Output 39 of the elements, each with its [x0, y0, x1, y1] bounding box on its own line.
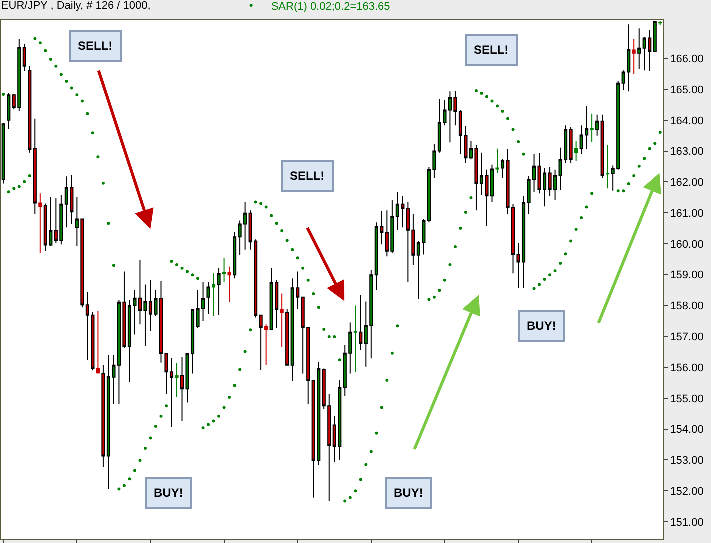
- annotation: SELL!: [474, 43, 509, 57]
- y-tick-label: 158.00: [670, 300, 704, 313]
- y-tick-label: 161.00: [670, 208, 704, 220]
- candlestick: [354, 305, 358, 373]
- y-tick-label: 155.00: [670, 393, 704, 406]
- y-tick-label: 162.00: [670, 177, 704, 190]
- candlestick: [175, 363, 179, 398]
- candlestick: [574, 140, 578, 162]
- y-tick-label: 151.00: [670, 516, 704, 529]
- candlestick: [28, 66, 32, 154]
- annotation: SELL!: [78, 39, 113, 53]
- candlestick: [600, 114, 604, 179]
- annotation: BUY!: [154, 486, 184, 500]
- candlestick: [606, 144, 610, 190]
- candlestick: [22, 44, 26, 72]
- y-tick-label: 164.00: [670, 115, 704, 128]
- y-tick-label: 157.00: [670, 332, 704, 344]
- y-tick-label: 163.00: [670, 146, 704, 158]
- candlestick: [569, 127, 573, 164]
- candlestick: [638, 28, 642, 70]
- candlestick: [359, 295, 363, 350]
- y-tick-label: 166.00: [670, 53, 704, 66]
- y-tick-label: 153.00: [670, 455, 704, 468]
- candlestick: [233, 232, 237, 280]
- candlestick: [632, 38, 636, 75]
- legend-label: SAR(1) 0.02;0.2=163.65: [271, 0, 390, 13]
- y-tick-label: 160.00: [670, 238, 704, 251]
- candlestick: [2, 122, 6, 184]
- annotation: BUY!: [527, 319, 556, 333]
- y-tick-label: 165.00: [670, 84, 704, 96]
- candlestick: [7, 93, 11, 130]
- annotation: BUY!: [394, 486, 424, 500]
- chart-title: EUR/JPY , Daily, # 126 / 1000,: [1, 0, 151, 12]
- y-tick-label: 152.00: [670, 486, 704, 498]
- y-tick-label: 159.00: [670, 270, 704, 282]
- y-tick-label: 154.00: [670, 424, 704, 436]
- annotation: SELL!: [290, 169, 325, 183]
- candlestick: [228, 266, 232, 303]
- y-tick-label: 156.00: [670, 362, 704, 374]
